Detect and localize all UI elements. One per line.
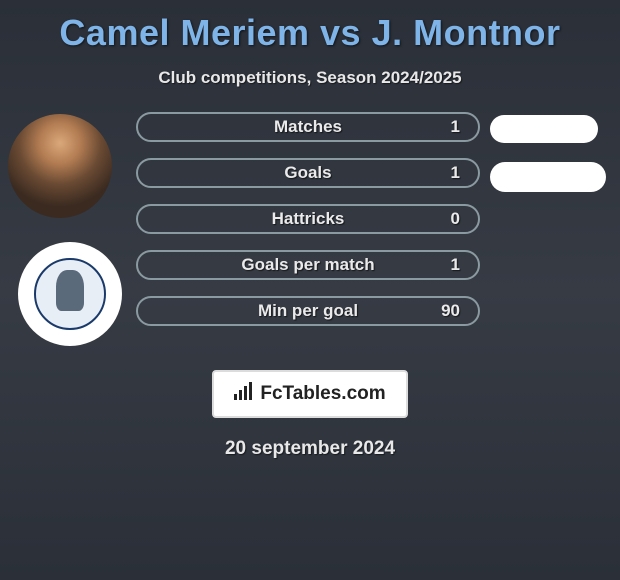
stat-row-gpm: Goals per match 1 — [136, 250, 480, 280]
club-logo — [18, 242, 122, 346]
opponent-pill — [490, 162, 606, 192]
stat-rows: Matches 1 Goals 1 Hattricks 0 Goals per … — [136, 112, 480, 342]
chart-bars-icon — [234, 382, 254, 406]
stat-value: 90 — [441, 301, 460, 321]
club-logo-inner — [34, 258, 107, 331]
stat-value: 1 — [451, 117, 460, 137]
stat-value: 1 — [451, 255, 460, 275]
comparison-card: Camel Meriem vs J. Montnor Club competit… — [0, 0, 620, 580]
stat-label: Min per goal — [258, 301, 358, 321]
snapshot-date: 20 september 2024 — [0, 438, 620, 460]
season-subtitle: Club competitions, Season 2024/2025 — [0, 68, 620, 88]
page-title: Camel Meriem vs J. Montnor — [0, 0, 620, 54]
stat-label: Matches — [274, 117, 342, 137]
stat-value: 0 — [451, 209, 460, 229]
stat-label: Goals — [284, 163, 331, 183]
stat-row-matches: Matches 1 — [136, 112, 480, 142]
stat-row-mpg: Min per goal 90 — [136, 296, 480, 326]
stat-value: 1 — [451, 163, 460, 183]
stat-label: Hattricks — [272, 209, 345, 229]
brand-badge[interactable]: FcTables.com — [212, 370, 407, 418]
stat-row-goals: Goals 1 — [136, 158, 480, 188]
stat-row-hattricks: Hattricks 0 — [136, 204, 480, 234]
stats-area: Matches 1 Goals 1 Hattricks 0 Goals per … — [0, 120, 620, 370]
stat-label: Goals per match — [241, 255, 374, 275]
brand-label: FcTables.com — [260, 383, 385, 405]
opponent-pill — [490, 115, 598, 143]
player-avatar — [8, 114, 112, 218]
